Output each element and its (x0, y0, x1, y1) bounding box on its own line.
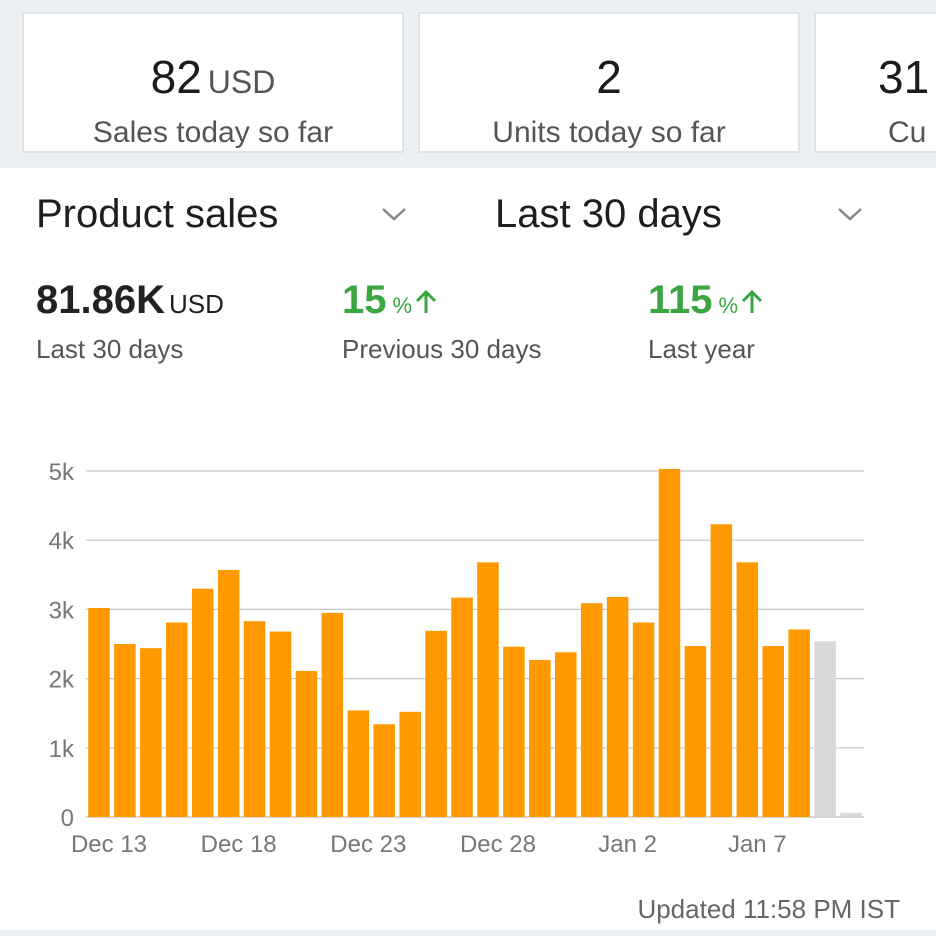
last-year-change: 115% (648, 278, 764, 323)
customers-label: Cu (888, 116, 927, 149)
chart-bar (425, 630, 447, 817)
chart-bar (166, 622, 188, 817)
x-axis-tick-label: Dec 23 (330, 831, 406, 858)
y-axis-tick-label: 5k (49, 459, 75, 486)
x-axis-tick-label: Dec 28 (460, 831, 536, 858)
units-today-label: Units today so far (492, 116, 726, 149)
summary-strip: 82 USD Sales today so far 2 Units today s… (0, 0, 936, 168)
x-axis-tick-label: Jan 7 (728, 831, 787, 858)
chart-bar (269, 631, 292, 817)
chart-bar (88, 608, 110, 817)
chart-bar (191, 588, 214, 817)
sales-today-card[interactable]: 82 USD Sales today so far (22, 12, 404, 153)
arrow-up-icon (416, 290, 437, 314)
chart-bar (321, 612, 344, 817)
chart-bar (529, 659, 551, 817)
metric-dropdown[interactable]: Product sales (36, 192, 278, 242)
y-axis-tick-label: 4k (49, 528, 75, 555)
chart-bar (451, 597, 473, 817)
chart-bar (114, 644, 136, 817)
chart-bar (814, 641, 836, 817)
total-sales-value: 81.86K USD (36, 278, 224, 323)
previous-period-percent: 15 (342, 278, 387, 322)
last-year-label: Last year (648, 334, 755, 364)
chart-bar (555, 652, 577, 817)
y-axis-tick-label: 0 (61, 805, 74, 832)
percent-sign: % (392, 293, 413, 318)
chart-bar (399, 711, 421, 817)
x-axis-tick-label: Dec 13 (71, 831, 147, 858)
sales-today-unit: USD (207, 64, 276, 100)
units-today-card[interactable]: 2 Units today so far (418, 12, 800, 153)
total-sales-label: Last 30 days (36, 334, 184, 364)
updated-timestamp: Updated 11:58 PM IST (637, 894, 900, 924)
metric-dropdown-label: Product sales (36, 192, 279, 236)
y-axis-tick-label: 3k (49, 597, 75, 624)
x-axis-tick-label: Dec 18 (201, 831, 277, 858)
chart-bar (710, 524, 733, 817)
previous-period-label: Previous 30 days (342, 334, 542, 364)
chart-bar (295, 670, 318, 817)
percent-sign: % (718, 293, 739, 318)
chart-bar (736, 562, 759, 817)
x-axis-tick-label: Jan 2 (598, 831, 657, 858)
chevron-down-icon[interactable] (381, 206, 407, 222)
y-axis-tick-label: 2k (49, 667, 75, 694)
chart-bar (684, 646, 707, 817)
units-today-value: 2 (596, 51, 622, 103)
chart-bar (140, 648, 162, 817)
customers-value: 31 (878, 51, 930, 103)
customers-card[interactable]: 31 Cu (814, 12, 936, 153)
chart-bar (503, 646, 525, 817)
chart-bar (580, 603, 603, 817)
chart-bar (840, 812, 862, 817)
arrow-up-icon (742, 290, 763, 314)
sales-today-value: 82 (150, 51, 202, 103)
chart-bar (762, 646, 784, 817)
date-range-label: Last 30 days (495, 192, 722, 236)
total-sales-unit: USD (168, 289, 224, 319)
chart-bar (658, 468, 681, 817)
date-range-dropdown[interactable]: Last 30 days (495, 192, 722, 242)
total-sales-number: 81.86K (36, 278, 165, 322)
previous-period-change: 15% (342, 278, 438, 323)
chart-bar (477, 562, 499, 817)
chevron-down-icon[interactable] (837, 206, 863, 222)
chart-bar (347, 710, 370, 817)
sales-bar-chart: 0 1k 2k 3k 4k 5k Dec 13 Dec 18 Dec 23 Dec 28 Jan 2… (49, 459, 864, 858)
chart-bar (788, 629, 810, 817)
chart-bar (243, 621, 266, 817)
bottom-divider (0, 930, 936, 936)
chart-bar (606, 596, 629, 817)
chart-bar (373, 724, 395, 817)
chart-bar (632, 622, 655, 817)
chart-bar (217, 569, 240, 817)
sales-today-label: Sales today so far (92, 116, 334, 149)
y-axis-tick-label: 1k (49, 736, 75, 763)
last-year-percent: 115 (648, 278, 713, 322)
